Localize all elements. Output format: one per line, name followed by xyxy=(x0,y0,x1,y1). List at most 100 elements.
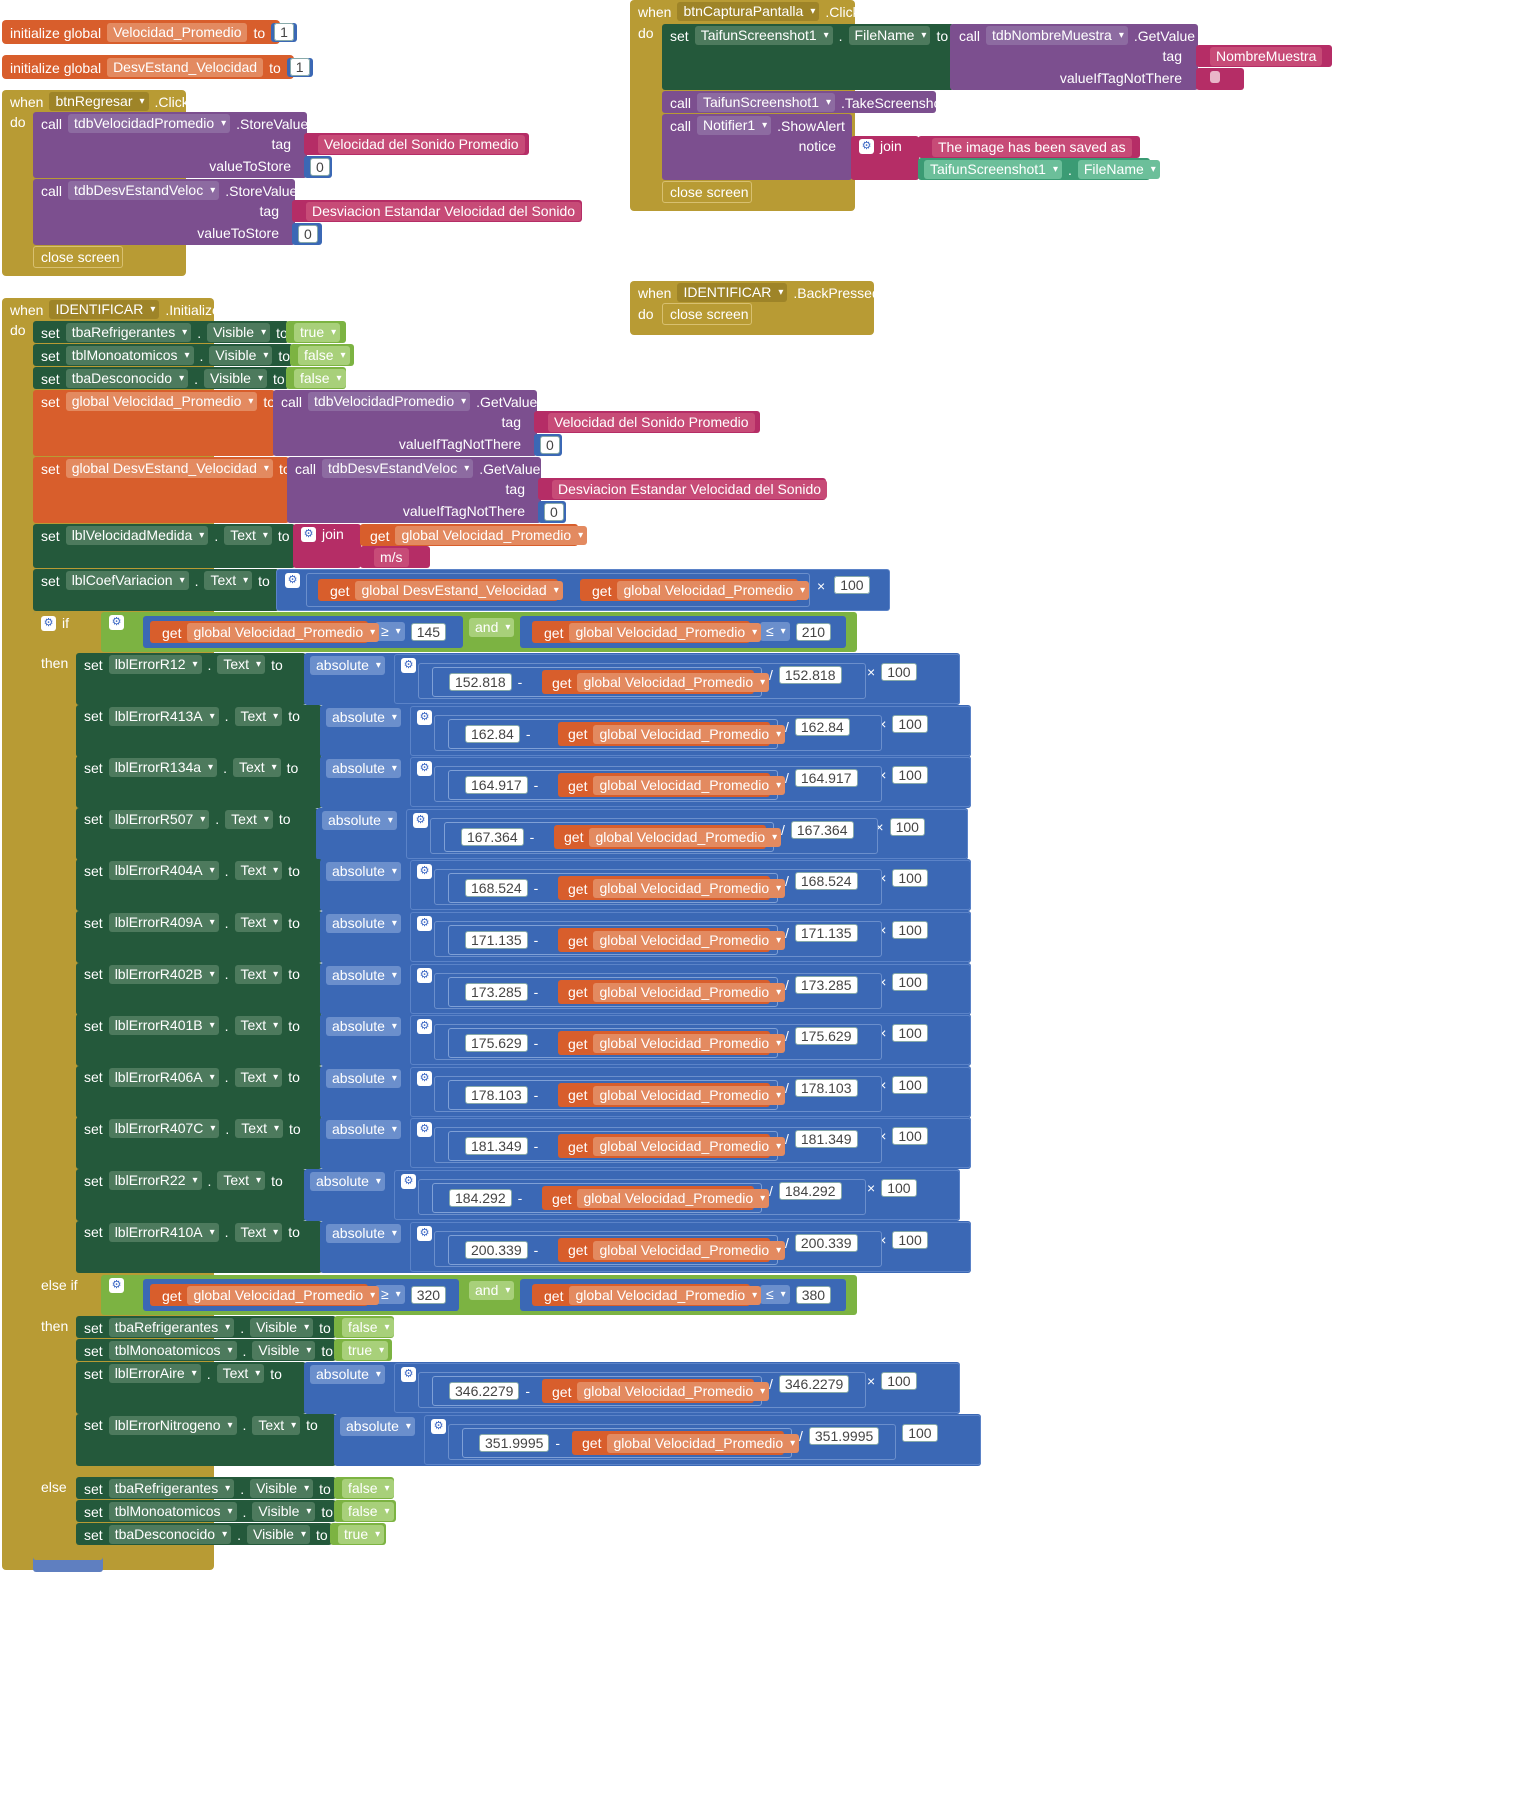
number-value[interactable]: 320 xyxy=(410,1285,447,1304)
gear-icon[interactable]: ⚙ xyxy=(417,1019,432,1035)
property-dropdown[interactable]: Text xyxy=(234,1222,283,1242)
get-variable-block[interactable]: get global Velocidad_Promedio xyxy=(558,876,786,901)
number-value[interactable]: 167.364 xyxy=(790,820,854,839)
text-value[interactable]: Velocidad del Sonido Promedio xyxy=(548,413,755,432)
component-dropdown[interactable]: lblErrorR410A xyxy=(108,1222,219,1242)
variable-dropdown[interactable]: global Velocidad_Promedio xyxy=(593,1240,786,1260)
gear-icon[interactable]: ⚙ xyxy=(417,1070,432,1086)
boolean-block[interactable]: false xyxy=(286,367,346,389)
boolean-dropdown[interactable]: false xyxy=(294,369,346,388)
boolean-block[interactable]: true xyxy=(334,1339,392,1361)
number-value[interactable]: 162.84 xyxy=(794,717,850,736)
property-dropdown[interactable]: Text xyxy=(234,1067,283,1087)
call-getvalue-block[interactable]: call tdbNombreMuestra .GetValue tag valu… xyxy=(950,24,1198,90)
text-block[interactable]: Velocidad del Sonido Promedio xyxy=(534,411,760,433)
component-dropdown[interactable]: tblMonoatomicos xyxy=(65,346,194,365)
compare-operator-dropdown[interactable]: ≤ xyxy=(760,1285,790,1304)
number-value[interactable]: 100 xyxy=(881,663,917,681)
get-variable-block[interactable]: get global Velocidad_Promedio xyxy=(558,928,786,952)
math-function-dropdown[interactable]: absolute xyxy=(322,810,397,830)
set-filename-block[interactable]: set TaifunScreenshot1 . FileName to xyxy=(662,24,954,90)
number-value[interactable]: 0 xyxy=(544,503,564,521)
component-dropdown[interactable]: lblErrorR404A xyxy=(108,861,219,881)
get-variable-block[interactable]: get global Velocidad_Promedio xyxy=(542,1379,770,1403)
number-value[interactable]: 1 xyxy=(289,58,310,76)
gear-icon[interactable]: ⚙ xyxy=(417,864,432,880)
property-dropdown[interactable]: Text xyxy=(225,809,273,829)
join-block[interactable]: ⚙ join xyxy=(851,136,919,180)
get-variable-block[interactable]: get global Velocidad_Promedio xyxy=(554,824,782,849)
variable-dropdown[interactable]: global Velocidad_Promedio xyxy=(593,879,786,899)
variable-dropdown[interactable]: global DesvEstand_Velocidad xyxy=(355,581,563,600)
number-block[interactable]: 0 xyxy=(292,223,322,245)
property-dropdown[interactable]: Text xyxy=(204,571,253,590)
boolean-block[interactable]: false xyxy=(334,1316,394,1338)
number-value[interactable]: 100 xyxy=(889,817,925,836)
variable-dropdown[interactable]: global Velocidad_Promedio xyxy=(569,623,762,642)
component-dropdown[interactable]: Notifier1 xyxy=(697,116,772,135)
number-value[interactable]: 200.339 xyxy=(794,1233,858,1252)
gear-icon[interactable]: ⚙ xyxy=(417,1225,432,1241)
component-dropdown[interactable]: lblErrorR409A xyxy=(108,913,219,932)
number-value[interactable]: 1 xyxy=(274,23,294,41)
number-value[interactable]: 100 xyxy=(892,869,928,888)
number-value[interactable]: 168.524 xyxy=(465,879,528,898)
gear-icon[interactable]: ⚙ xyxy=(109,615,124,630)
property-dropdown[interactable]: Text xyxy=(216,1364,265,1383)
number-value[interactable]: 184.292 xyxy=(449,1189,512,1207)
empty-text-value[interactable] xyxy=(1210,71,1220,83)
component-dropdown[interactable]: lblErrorR134a xyxy=(108,758,218,778)
number-value[interactable]: 184.292 xyxy=(778,1182,842,1200)
property-dropdown[interactable]: Visible xyxy=(203,369,267,388)
set-error-label-block[interactable]: set lblErrorR22 . Text to xyxy=(76,1169,306,1221)
get-variable-block[interactable]: get global Velocidad_Promedio xyxy=(558,773,786,798)
component-dropdown[interactable]: IDENTIFICAR xyxy=(677,283,788,302)
number-value[interactable]: 346.2279 xyxy=(449,1382,520,1400)
text-value[interactable]: Desviacion Estandar Velocidad del Sonido xyxy=(306,202,582,221)
math-function-dropdown[interactable]: absolute xyxy=(326,914,401,933)
close-screen-block[interactable]: close screen xyxy=(662,181,752,203)
gear-icon[interactable]: ⚙ xyxy=(413,812,428,828)
variable-dropdown[interactable]: global DesvEstand_Velocidad xyxy=(65,459,273,478)
boolean-block[interactable]: false xyxy=(334,1500,396,1522)
get-variable-block[interactable]: get global Velocidad_Promedio xyxy=(558,1237,786,1262)
db-dropdown[interactable]: tdbVelocidadPromedio xyxy=(68,114,231,133)
property-dropdown[interactable]: Visible xyxy=(250,1479,314,1498)
math-function-dropdown[interactable]: absolute xyxy=(310,1172,385,1191)
property-dropdown[interactable]: Visible xyxy=(207,323,271,342)
init-global-desvestand-block[interactable]: initialize global DesvEstand_Velocidad t… xyxy=(2,55,313,79)
number-value[interactable]: 173.285 xyxy=(465,982,528,1001)
variable-dropdown[interactable]: global Velocidad_Promedio xyxy=(187,1286,380,1305)
gear-icon[interactable]: ⚙ xyxy=(301,526,316,542)
number-value[interactable]: 0 xyxy=(540,436,560,454)
gear-icon[interactable]: ⚙ xyxy=(401,1174,416,1189)
boolean-dropdown[interactable]: true xyxy=(294,323,341,342)
get-filename-block[interactable]: TaifunScreenshot1 . FileName xyxy=(918,158,1160,180)
get-variable-block[interactable]: get global Velocidad_Promedio xyxy=(558,1031,786,1056)
boolean-dropdown[interactable]: false xyxy=(342,1318,394,1337)
variable-dropdown[interactable]: global Velocidad_Promedio xyxy=(607,1433,800,1453)
number-value[interactable]: 100 xyxy=(881,1179,917,1197)
component-dropdown[interactable]: lblErrorR12 xyxy=(108,655,202,674)
compare-operator-dropdown[interactable]: ≤ xyxy=(760,622,790,641)
component-dropdown[interactable]: lblErrorR413A xyxy=(108,706,219,726)
logic-operator-dropdown[interactable]: and xyxy=(469,1281,515,1300)
property-dropdown[interactable]: Text xyxy=(252,1415,301,1435)
math-function-dropdown[interactable]: absolute xyxy=(310,1365,385,1384)
init-global-velocidad-block[interactable]: initialize global Velocidad_Promedio to … xyxy=(2,20,297,44)
set-error-label-block[interactable]: set lblErrorR401B . Text to xyxy=(76,1014,322,1067)
get-variable-block[interactable]: get global Velocidad_Promedio xyxy=(572,1430,800,1455)
get-variable-block[interactable]: get global Velocidad_Promedio xyxy=(532,621,762,643)
number-value[interactable]: 100 xyxy=(902,1423,938,1442)
gear-icon[interactable]: ⚙ xyxy=(401,658,416,673)
boolean-dropdown[interactable]: true xyxy=(338,1525,385,1544)
number-value[interactable]: 100 xyxy=(892,1230,928,1249)
gear-icon[interactable]: ⚙ xyxy=(859,138,874,154)
call-storevalue-block-2[interactable]: call tdbDesvEstandVeloc .StoreValue tag … xyxy=(33,179,297,245)
number-value[interactable]: 100 xyxy=(881,1372,917,1390)
call-storevalue-block-1[interactable]: call tdbVelocidadPromedio .StoreValue ta… xyxy=(33,112,308,178)
property-dropdown[interactable]: Text xyxy=(232,758,281,778)
component-dropdown[interactable]: tbaRefrigerantes xyxy=(108,1479,235,1498)
math-function-dropdown[interactable]: absolute xyxy=(326,759,401,779)
